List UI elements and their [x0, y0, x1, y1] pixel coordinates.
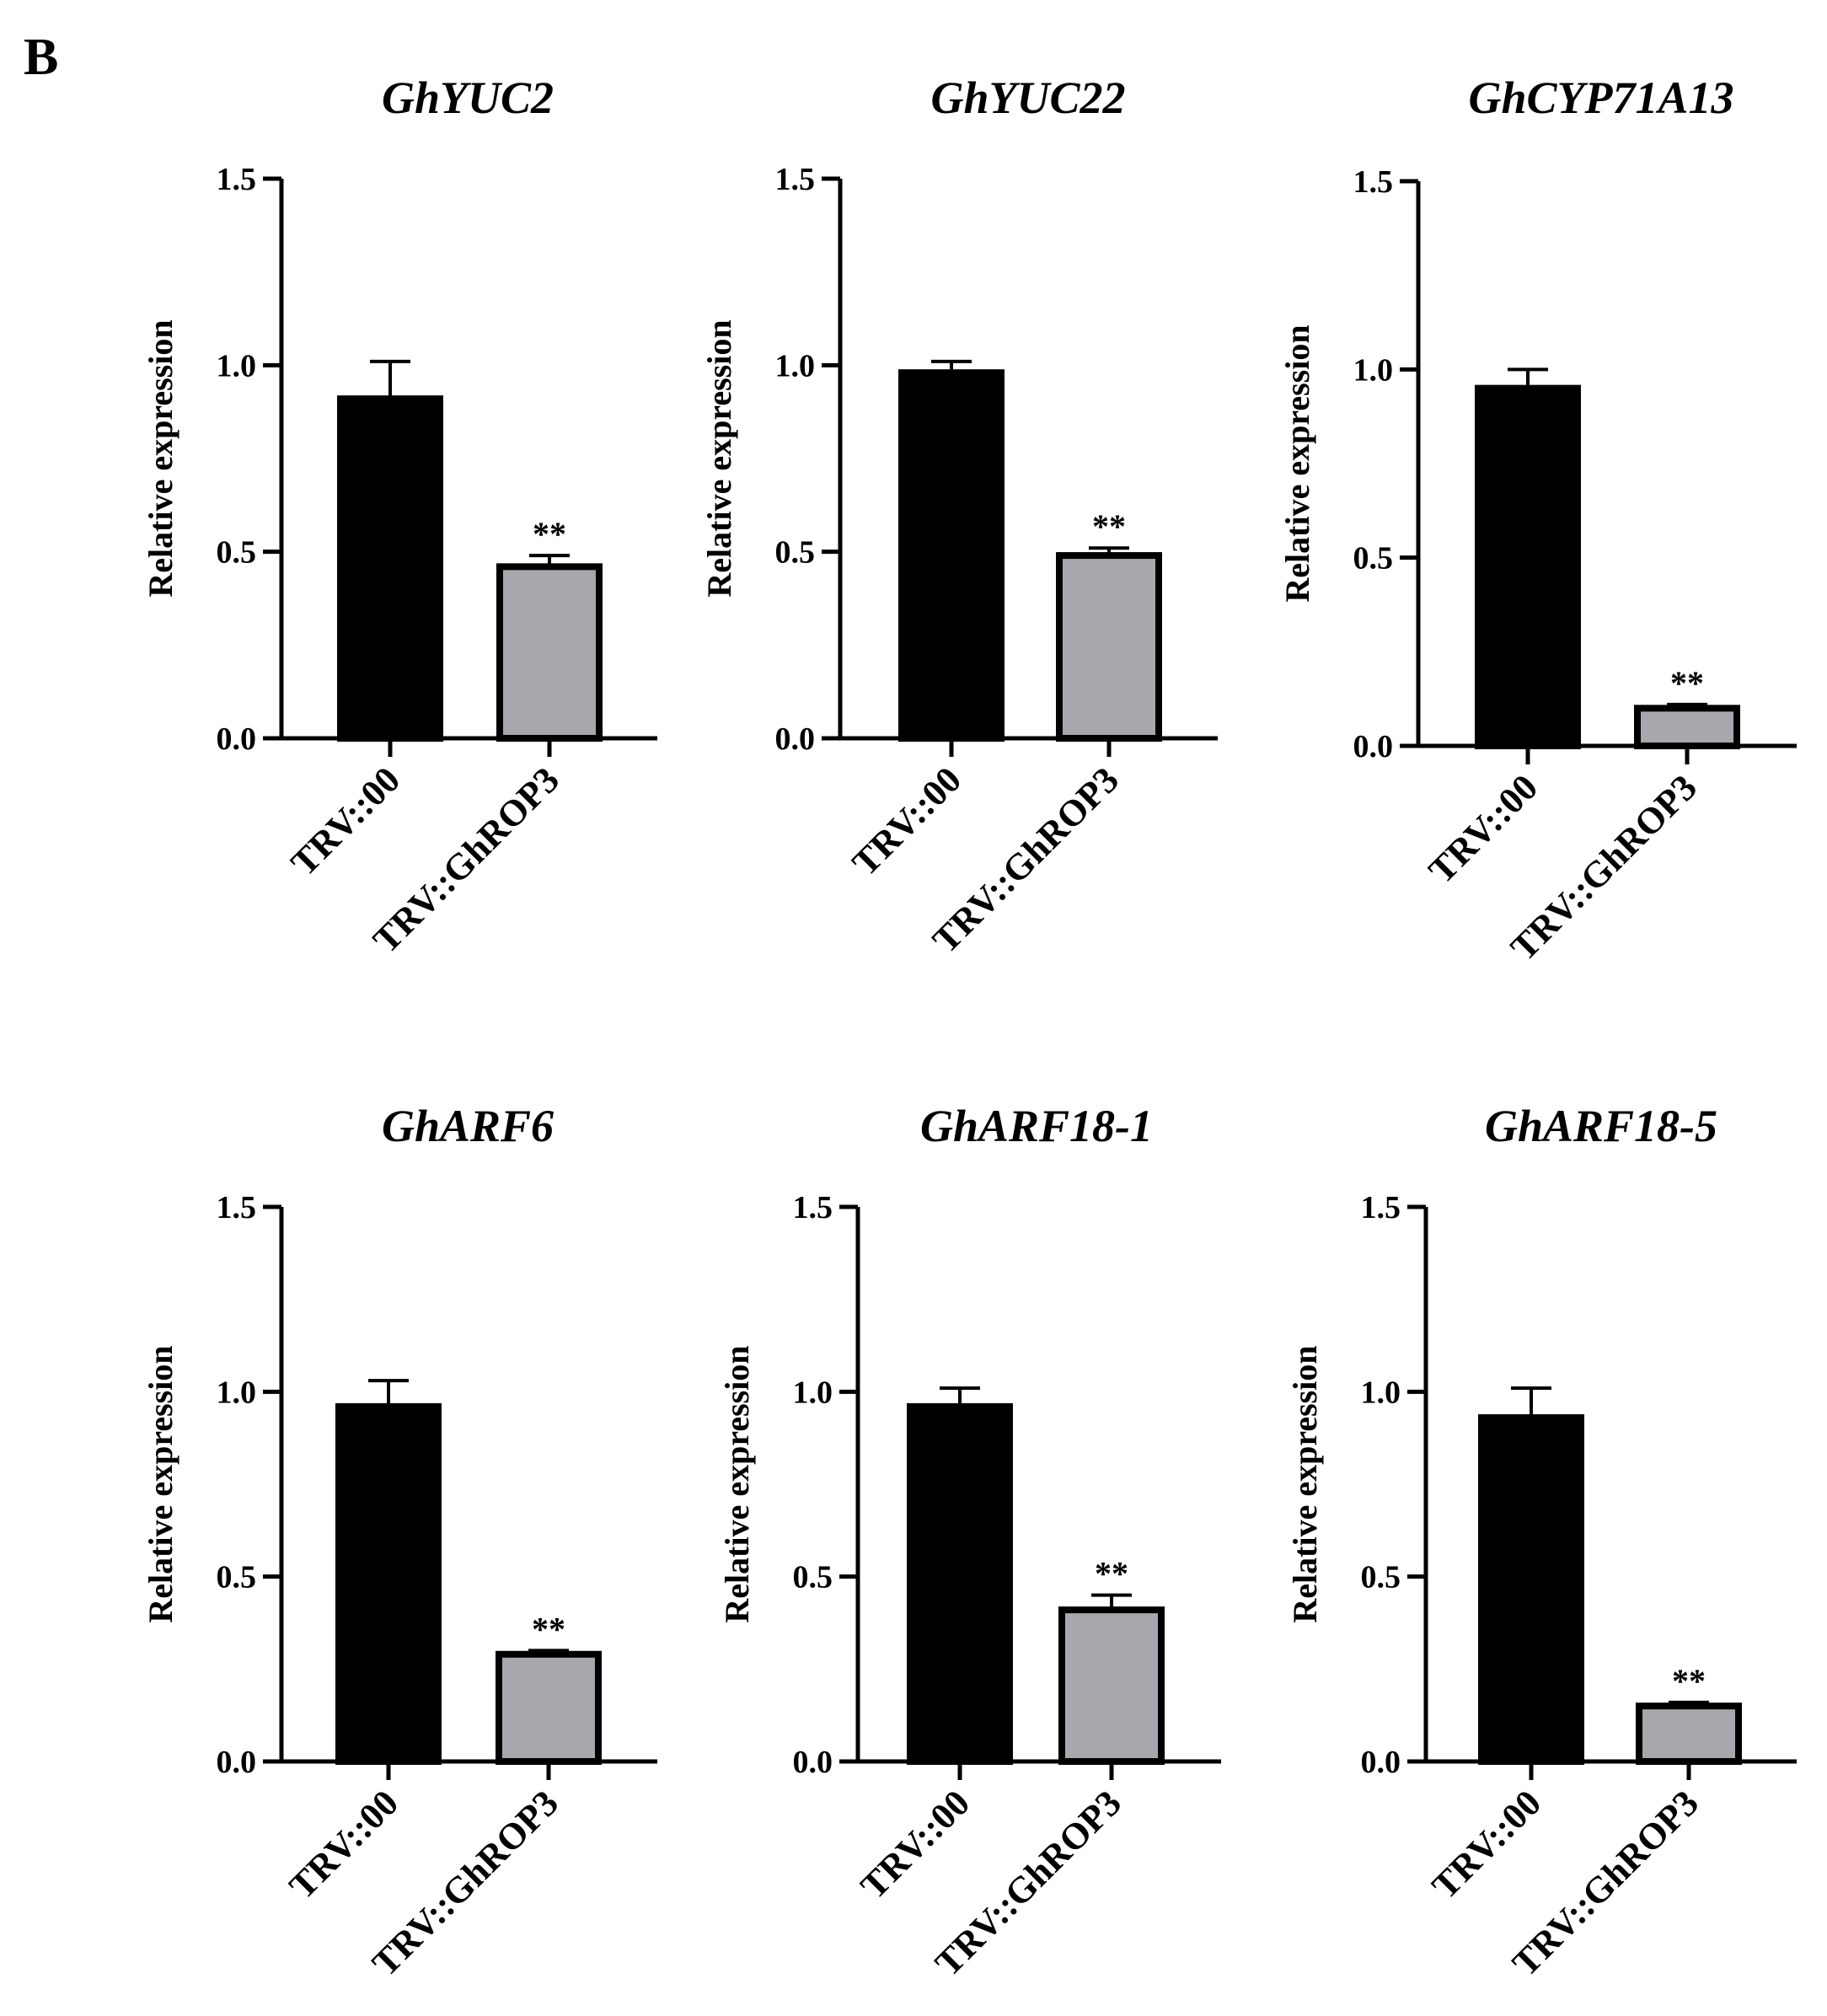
chart-title: GhCYP71A13 — [1468, 72, 1733, 123]
significance-label: ** — [532, 1610, 565, 1648]
y-tick-label: 0.0 — [217, 721, 257, 757]
x-category-label: TRV::00 — [1421, 766, 1546, 891]
bar-control — [337, 395, 443, 742]
significance-label: ** — [1092, 507, 1126, 545]
chart-panel-3: GhCYP71A13 0.0 0.5 1.0 1.5 Relative expressio… — [1278, 72, 1797, 968]
y-axis-title: Relative expression — [700, 319, 738, 597]
bar-treatment — [1056, 552, 1162, 742]
chart-panel-4: GhARF6 0.0 0.5 1.0 1.5 Relative expression TRV… — [142, 1101, 657, 1984]
y-tick-label: 1.0 — [217, 348, 257, 383]
y-tick-label: 1.5 — [217, 162, 257, 197]
y-axis-title: Relative expression — [1286, 1345, 1324, 1622]
y-tick-label: 0.0 — [1361, 1745, 1401, 1780]
x-category-label: TRV::00 — [283, 759, 408, 883]
significance-label: ** — [533, 515, 566, 553]
y-tick-label: 1.0 — [1353, 352, 1394, 388]
significance-label: ** — [1672, 1662, 1706, 1700]
y-tick-label: 1.0 — [775, 348, 816, 383]
x-category-label: TRV::00 — [844, 759, 969, 883]
significance-label: ** — [1670, 664, 1704, 702]
y-axis-title: Relative expression — [142, 1345, 179, 1622]
chart-panel-5: GhARF18-1 0.0 0.5 1.0 1.5 Relative expression… — [718, 1101, 1221, 1984]
chart-panel-6: GhARF18-5 0.0 0.5 1.0 1.5 Relative expression… — [1286, 1101, 1797, 1984]
y-tick-label: 1.5 — [775, 162, 816, 197]
bar-treatment — [1058, 1606, 1165, 1765]
y-axis-title: Relative expression — [718, 1345, 756, 1622]
charts-grid: GhYUC2 0.0 0.5 1.0 1.5 Relative expression TRV… — [142, 72, 1797, 1984]
bar-control — [1475, 384, 1581, 749]
chart-title: GhARF18-1 — [920, 1101, 1153, 1151]
y-tick-label: 1.5 — [1361, 1190, 1401, 1225]
bar-control — [1478, 1414, 1584, 1766]
y-axis-title: Relative expression — [142, 319, 179, 597]
y-tick-label: 0.0 — [1353, 729, 1394, 764]
y-axis-title: Relative expression — [1278, 324, 1316, 602]
bar-control — [907, 1402, 1013, 1765]
chart-title: GhARF6 — [382, 1101, 554, 1151]
y-tick-label: 0.5 — [793, 1560, 833, 1595]
chart-title: GhYUC22 — [930, 72, 1125, 123]
y-tick-label: 1.5 — [217, 1190, 257, 1225]
bar-treatment — [496, 563, 603, 743]
y-tick-label: 0.5 — [775, 535, 816, 571]
y-tick-label: 1.0 — [793, 1375, 833, 1410]
chart-title: GhYUC2 — [382, 72, 554, 123]
y-tick-label: 0.0 — [217, 1745, 257, 1780]
chart-panel-2: GhYUC22 0.0 0.5 1.0 1.5 Relative expression TR… — [700, 72, 1218, 961]
y-tick-label: 0.5 — [1361, 1560, 1401, 1595]
bar-control — [335, 1402, 442, 1765]
x-category-label: TRV::00 — [853, 1782, 978, 1906]
y-tick-label: 0.0 — [775, 721, 816, 757]
y-tick-label: 0.5 — [1353, 541, 1394, 576]
y-tick-label: 1.5 — [793, 1190, 833, 1225]
chart-title: GhARF18-5 — [1485, 1101, 1717, 1151]
x-category-label: TRV::00 — [281, 1782, 406, 1906]
y-tick-label: 0.0 — [793, 1745, 833, 1780]
significance-label: ** — [1095, 1555, 1128, 1593]
chart-panel-1: GhYUC2 0.0 0.5 1.0 1.5 Relative expression TRV… — [142, 72, 657, 961]
bar-treatment — [1634, 705, 1740, 749]
x-category-label: TRV::00 — [1424, 1782, 1549, 1906]
y-tick-label: 1.5 — [1353, 164, 1394, 200]
panel-label: B — [24, 29, 58, 86]
bar-treatment — [1636, 1702, 1742, 1765]
y-tick-label: 1.0 — [217, 1375, 257, 1410]
bar-control — [898, 369, 1005, 742]
y-tick-label: 0.5 — [217, 1560, 257, 1595]
y-tick-label: 1.0 — [1361, 1375, 1401, 1410]
y-tick-label: 0.5 — [217, 535, 257, 571]
bar-treatment — [496, 1650, 602, 1765]
